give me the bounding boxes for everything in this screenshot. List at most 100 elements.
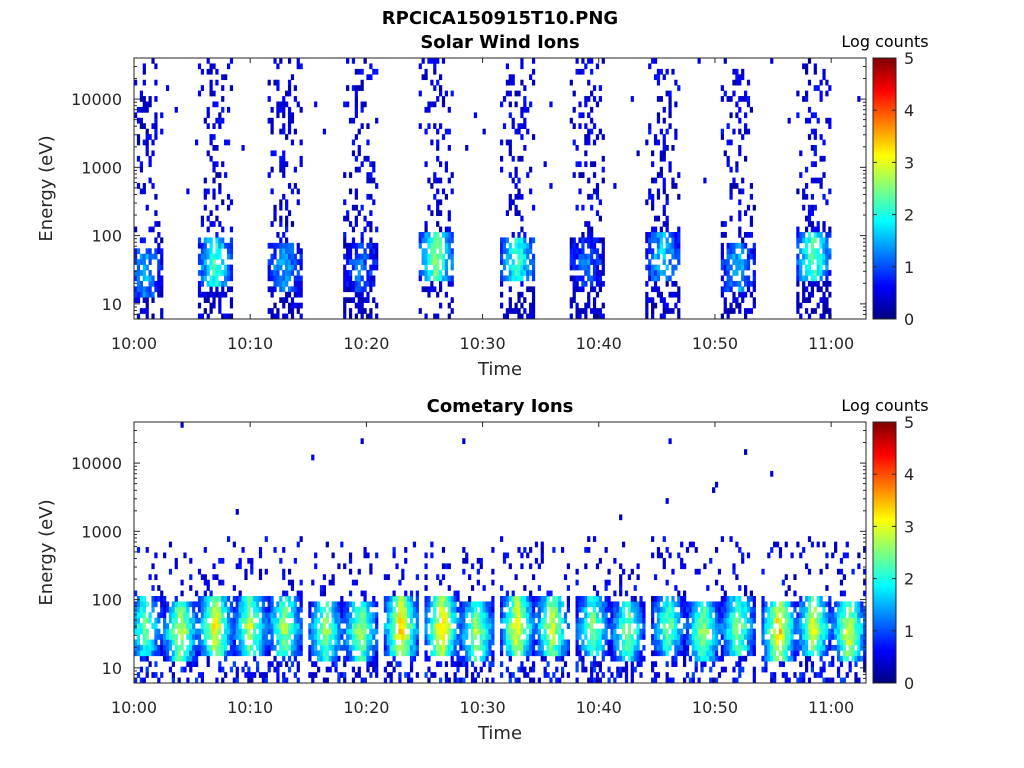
- heatmap-cell: [346, 617, 350, 624]
- heatmap-cell: [264, 677, 268, 684]
- heatmap-cell: [514, 204, 518, 211]
- heatmap-cell: [160, 275, 164, 282]
- heatmap-cell: [502, 259, 507, 265]
- heatmap-cell: [842, 617, 846, 624]
- heatmap-cell: [453, 590, 457, 597]
- heatmap-cell: [656, 639, 661, 646]
- heatmap-cell: [267, 259, 271, 265]
- heatmap-cell: [441, 617, 446, 624]
- heatmap-cell: [366, 270, 370, 276]
- heatmap-cell: [854, 655, 858, 662]
- heatmap-cell: [831, 677, 835, 684]
- heatmap-cell: [700, 606, 704, 613]
- heatmap-cell: [517, 264, 521, 271]
- heatmap-cell: [465, 650, 469, 657]
- heatmap-cell: [819, 232, 823, 238]
- heatmap-cell: [348, 259, 353, 265]
- heatmap-cell: [822, 639, 826, 646]
- heatmap-cell: [200, 291, 205, 298]
- heatmap-cell: [264, 639, 268, 646]
- heatmap-cell: [311, 672, 315, 678]
- heatmap-cell: [337, 644, 341, 651]
- heatmap-cell: [293, 612, 297, 619]
- heatmap-cell: [282, 166, 286, 173]
- heatmap-cell: [677, 634, 681, 640]
- heatmap-cell: [648, 188, 652, 195]
- heatmap-cell: [735, 623, 739, 629]
- heatmap-cell: [343, 655, 347, 662]
- heatmap-cell: [351, 280, 356, 287]
- heatmap-cell: [229, 226, 234, 233]
- heatmap-cell: [299, 313, 303, 320]
- heatmap-cell: [633, 639, 637, 646]
- heatmap-cell: [145, 628, 149, 635]
- heatmap-cell: [799, 232, 803, 238]
- heatmap-cell: [418, 63, 422, 70]
- heatmap-cell: [427, 596, 431, 602]
- heatmap-cell: [453, 644, 457, 651]
- heatmap-cell: [773, 639, 777, 646]
- heatmap-cell: [537, 612, 541, 619]
- heatmap-cell: [712, 639, 716, 646]
- heatmap-cell: [810, 623, 815, 629]
- heatmap-cell: [578, 308, 582, 314]
- heatmap-cell: [273, 253, 277, 260]
- heatmap-cell: [383, 677, 388, 684]
- heatmap-cell: [723, 590, 727, 597]
- heatmap-cell: [819, 617, 823, 624]
- heatmap-cell: [744, 291, 748, 298]
- heatmap-cell: [665, 221, 669, 227]
- heatmap-cell: [584, 547, 588, 553]
- heatmap-cell: [322, 677, 327, 684]
- heatmap-cell: [293, 259, 297, 265]
- heatmap-cell: [764, 661, 768, 667]
- heatmap-cell: [436, 264, 440, 271]
- heatmap-cell: [851, 612, 855, 619]
- heatmap-cell: [587, 639, 591, 646]
- heatmap-cell: [691, 677, 695, 684]
- heatmap-cell: [203, 264, 207, 271]
- heatmap-cell: [224, 606, 228, 613]
- heatmap-cell: [810, 210, 815, 216]
- heatmap-cell: [372, 596, 376, 602]
- heatmap-cell: [203, 590, 207, 597]
- heatmap-cell: [279, 275, 283, 282]
- heatmap-cell: [729, 650, 733, 657]
- heatmap-cell: [439, 286, 443, 293]
- heatmap-cell: [578, 123, 582, 129]
- heatmap-cell: [276, 623, 280, 629]
- heatmap-cell: [677, 259, 681, 265]
- heatmap-cell: [369, 644, 373, 651]
- heatmap-cell: [572, 253, 576, 260]
- heatmap-cell: [592, 139, 597, 146]
- heatmap-cell: [267, 286, 271, 293]
- heatmap-cell: [270, 644, 274, 651]
- heatmap-cell: [810, 596, 815, 602]
- heatmap-cell: [671, 655, 675, 662]
- heatmap-cell: [674, 183, 678, 189]
- heatmap-cell: [218, 270, 222, 276]
- heatmap-cell: [290, 644, 295, 651]
- heatmap-cell: [468, 623, 472, 629]
- heatmap-cell: [247, 596, 251, 602]
- heatmap-cell: [136, 601, 141, 608]
- heatmap-cell: [677, 286, 681, 293]
- heatmap-cell: [671, 628, 675, 635]
- heatmap-cell: [531, 253, 536, 260]
- x-tick-label: 10:40: [576, 698, 622, 717]
- heatmap-cell: [816, 302, 820, 309]
- heatmap-cell: [407, 644, 411, 651]
- heatmap-cell: [819, 177, 823, 184]
- heatmap-cell: [738, 259, 742, 265]
- heatmap-cell: [595, 308, 600, 314]
- heatmap-cell: [453, 606, 457, 613]
- heatmap-cell: [735, 541, 739, 548]
- heatmap-cell: [197, 291, 202, 298]
- heatmap-cell: [183, 612, 187, 619]
- heatmap-cell: [845, 541, 849, 548]
- heatmap-cell: [482, 128, 486, 135]
- heatmap-cell: [720, 259, 724, 265]
- heatmap-cell: [627, 634, 632, 640]
- heatmap-cell: [134, 79, 138, 86]
